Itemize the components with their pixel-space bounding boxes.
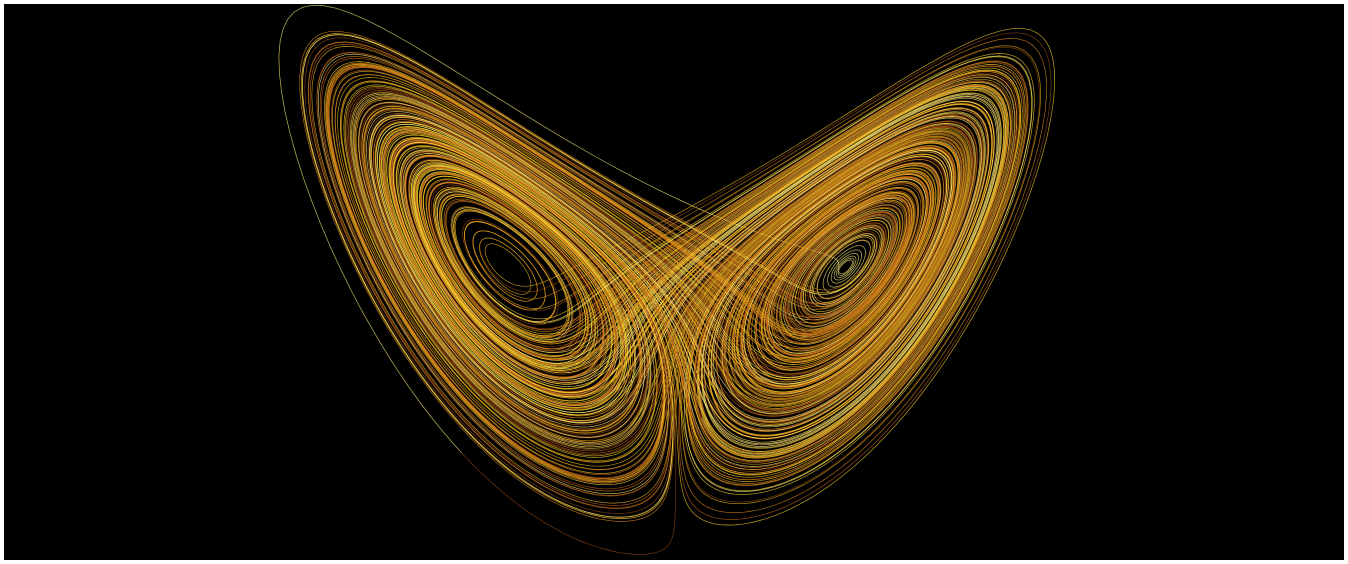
trajectory-segment	[353, 87, 1007, 455]
trajectory-segment	[337, 77, 1002, 467]
trajectory-segment	[358, 55, 1033, 492]
trajectory-segment	[319, 56, 1029, 492]
trajectory-segment	[309, 44, 1016, 506]
trajectory-segment	[386, 53, 1035, 495]
trajectory-segment	[307, 41, 984, 509]
trajectory-segment	[380, 72, 1019, 472]
trajectory-segment	[352, 95, 998, 446]
trajectory-traces	[278, 4, 1056, 555]
lorenz-attractor-figure	[4, 4, 1344, 560]
trajectory-segment	[299, 30, 993, 522]
trajectory-segment	[334, 73, 1018, 471]
trajectory-segment	[278, 4, 894, 454]
trajectory-segment	[349, 91, 999, 450]
trajectory-segment	[321, 57, 1025, 490]
trajectory-segment	[316, 51, 1012, 497]
image-area	[4, 4, 1344, 560]
trajectory-segment	[301, 33, 993, 519]
